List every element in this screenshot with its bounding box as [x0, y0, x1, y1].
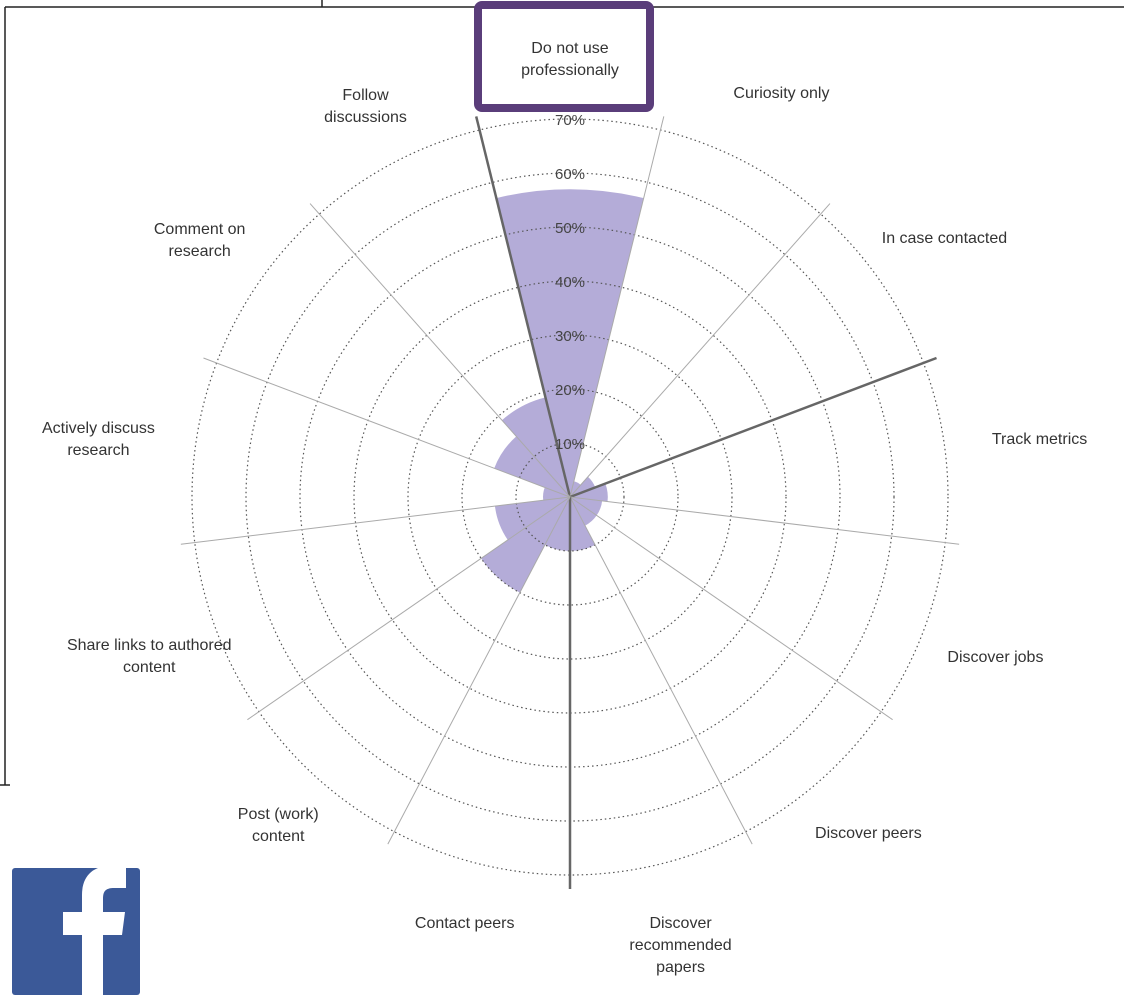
sector [494, 436, 570, 497]
category-label: Actively discuss research [41, 419, 155, 459]
category-label: Share links to authored content [66, 636, 232, 676]
category-label: Discover peers [815, 824, 922, 842]
spoke [569, 116, 665, 498]
r-tick-label: 40% [555, 274, 585, 291]
sector [544, 497, 570, 551]
sector [570, 476, 596, 497]
spoke [569, 203, 831, 498]
spoke [569, 496, 960, 545]
r-tick-label: 30% [555, 328, 585, 345]
spoke [569, 496, 753, 845]
category-label: Discover recommended papers [629, 914, 732, 976]
sector [496, 189, 644, 497]
r-tick-label: 70% [555, 112, 585, 129]
grid-ring [191, 118, 949, 876]
category-label: Post (work) content [237, 806, 319, 846]
highlight-box [474, 1, 654, 112]
facebook-logo [12, 866, 140, 995]
category-label: Curiosity only [733, 85, 830, 103]
r-tick-label: 60% [555, 166, 585, 183]
sector [543, 487, 570, 501]
category-label: In case contacted [881, 229, 1008, 247]
grid-ring [515, 442, 625, 552]
grid-ring [461, 388, 679, 606]
sector [501, 397, 570, 497]
spoke [180, 496, 571, 545]
category-label: Comment on research [153, 221, 246, 261]
spoke [569, 496, 893, 721]
r-tick-label: 20% [555, 382, 585, 399]
category-label: Contact peers [414, 915, 515, 933]
spoke [309, 203, 571, 498]
sector [570, 497, 596, 551]
category-label: Track metrics [991, 430, 1088, 448]
category-label: Do not use professionally [521, 40, 619, 79]
category-label: Follow discussions [324, 87, 407, 127]
grid-ring [353, 280, 787, 714]
sector [481, 497, 570, 593]
category-label: Discover jobs [947, 649, 1044, 667]
spoke [387, 496, 571, 845]
spoke [569, 356, 937, 499]
r-tick-label: 50% [555, 220, 585, 237]
r-tick-label: 10% [555, 436, 585, 453]
spoke [247, 496, 571, 721]
spoke [203, 357, 571, 498]
sector [570, 481, 581, 497]
sector [570, 497, 597, 526]
sector [494, 497, 570, 540]
grid-ring [407, 334, 733, 660]
spoke [474, 116, 572, 498]
sector [570, 497, 603, 516]
sector [570, 483, 608, 502]
